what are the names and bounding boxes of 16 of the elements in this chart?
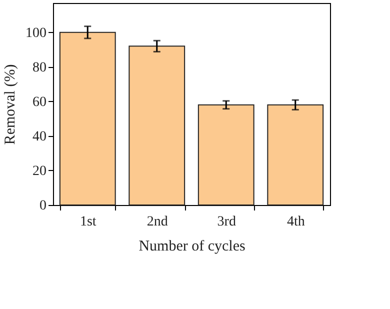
y-tick-label: 0 <box>40 198 46 214</box>
y-tick-label: 20 <box>32 164 46 179</box>
bar <box>198 104 254 206</box>
y-tick-label: 60 <box>32 94 46 110</box>
y-tick-label: 100 <box>26 26 46 41</box>
x-tick-label: 3rd <box>217 214 236 230</box>
x-tick-label: 4th <box>286 214 305 230</box>
x-tick-label: 1st <box>80 214 96 230</box>
bar <box>267 104 324 206</box>
bar <box>59 32 116 206</box>
x-tick-label: 2nd <box>146 214 168 230</box>
bar <box>128 46 186 206</box>
y-axis-title: Removal (%) <box>2 64 18 145</box>
y-tick-label: 40 <box>32 129 46 144</box>
y-tick-label: 80 <box>32 60 46 76</box>
x-axis-title: Number of cycles <box>138 238 246 254</box>
